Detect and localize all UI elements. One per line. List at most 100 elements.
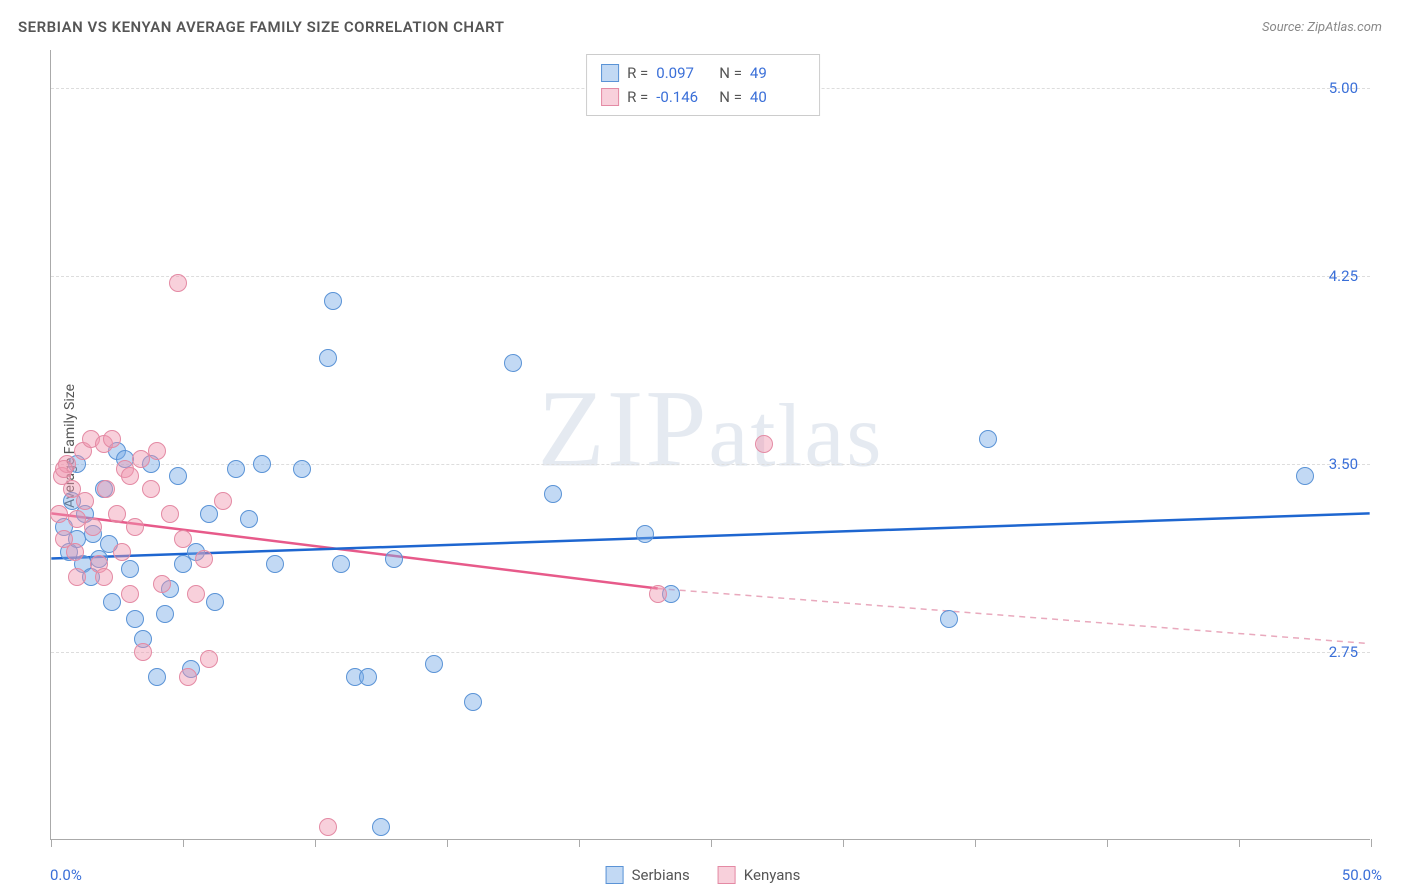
data-point (121, 467, 139, 485)
data-point (121, 585, 139, 603)
data-point (174, 530, 192, 548)
data-point (169, 467, 187, 485)
data-point (95, 568, 113, 586)
y-tick-label: 2.75 (1329, 643, 1358, 661)
source-attribution: Source: ZipAtlas.com (1262, 20, 1382, 35)
grid-line (51, 276, 1370, 277)
data-point (113, 543, 131, 561)
data-point (161, 505, 179, 523)
data-point (66, 543, 84, 561)
stats-legend-row: R = -0.146 N = 40 (601, 85, 805, 109)
data-point (108, 505, 126, 523)
legend-label: Kenyans (744, 866, 801, 884)
data-point (76, 492, 94, 510)
data-point (319, 349, 337, 367)
data-point (50, 505, 68, 523)
data-point (179, 668, 197, 686)
data-point (156, 605, 174, 623)
series-legend: Serbians Kenyans (606, 866, 801, 884)
stat-n-label: N = (719, 61, 742, 85)
x-axis-max-label: 50.0% (1342, 866, 1382, 884)
stat-n-value: 49 (750, 61, 805, 85)
legend-item: Kenyans (718, 866, 801, 884)
grid-line (51, 464, 1370, 465)
data-point (121, 560, 139, 578)
plot-area: ZIPatlas 2.75 3.50 4.25 5.00 (50, 50, 1370, 840)
data-point (195, 550, 213, 568)
data-point (214, 492, 232, 510)
data-point (148, 442, 166, 460)
x-tick (711, 839, 712, 847)
data-point (253, 455, 271, 473)
data-point (464, 693, 482, 711)
stats-legend-row: R = 0.097 N = 49 (601, 61, 805, 85)
x-tick (183, 839, 184, 847)
data-point (206, 593, 224, 611)
data-point (55, 460, 73, 478)
x-tick (975, 839, 976, 847)
x-tick (1371, 839, 1372, 847)
data-point (200, 650, 218, 668)
data-point (97, 480, 115, 498)
x-tick (51, 839, 52, 847)
data-point (293, 460, 311, 478)
data-point (649, 585, 667, 603)
trend-lines-svg (51, 50, 1370, 839)
data-point (126, 518, 144, 536)
grid-line (51, 652, 1370, 653)
data-point (385, 550, 403, 568)
y-tick-label: 4.25 (1329, 267, 1358, 285)
y-tick-label: 3.50 (1329, 455, 1358, 473)
data-point (240, 510, 258, 528)
data-point (126, 610, 144, 628)
legend-item: Serbians (606, 866, 690, 884)
data-point (169, 274, 187, 292)
legend-swatch (606, 866, 624, 884)
data-point (68, 568, 86, 586)
x-tick (1107, 839, 1108, 847)
data-point (103, 593, 121, 611)
data-point (979, 430, 997, 448)
stat-r-label: R = (627, 61, 648, 85)
data-point (324, 292, 342, 310)
data-point (142, 480, 160, 498)
x-tick (579, 839, 580, 847)
stat-r-label: R = (627, 85, 648, 109)
stat-r-value: 0.097 (656, 61, 711, 85)
x-tick (447, 839, 448, 847)
data-point (504, 354, 522, 372)
legend-label: Serbians (632, 866, 690, 884)
data-point (227, 460, 245, 478)
data-point (940, 610, 958, 628)
x-tick (315, 839, 316, 847)
data-point (187, 585, 205, 603)
data-point (332, 555, 350, 573)
x-tick (843, 839, 844, 847)
x-tick (1239, 839, 1240, 847)
legend-swatch (718, 866, 736, 884)
data-point (359, 668, 377, 686)
stat-n-label: N = (719, 85, 742, 109)
data-point (134, 643, 152, 661)
data-point (755, 435, 773, 453)
stats-legend: R = 0.097 N = 49 R = -0.146 N = 40 (586, 54, 820, 116)
data-point (266, 555, 284, 573)
data-point (153, 575, 171, 593)
data-point (425, 655, 443, 673)
data-point (544, 485, 562, 503)
chart-title: SERBIAN VS KENYAN AVERAGE FAMILY SIZE CO… (18, 18, 504, 36)
data-point (372, 818, 390, 836)
legend-swatch (601, 64, 619, 82)
data-point (84, 518, 102, 536)
data-point (1296, 467, 1314, 485)
data-point (103, 430, 121, 448)
data-point (636, 525, 654, 543)
y-tick-label: 5.00 (1329, 79, 1358, 97)
legend-swatch (601, 88, 619, 106)
x-axis-min-label: 0.0% (50, 866, 82, 884)
watermark: ZIPatlas (538, 365, 884, 492)
stat-n-value: 40 (750, 85, 805, 109)
data-point (148, 668, 166, 686)
stat-r-value: -0.146 (656, 85, 711, 109)
data-point (319, 818, 337, 836)
